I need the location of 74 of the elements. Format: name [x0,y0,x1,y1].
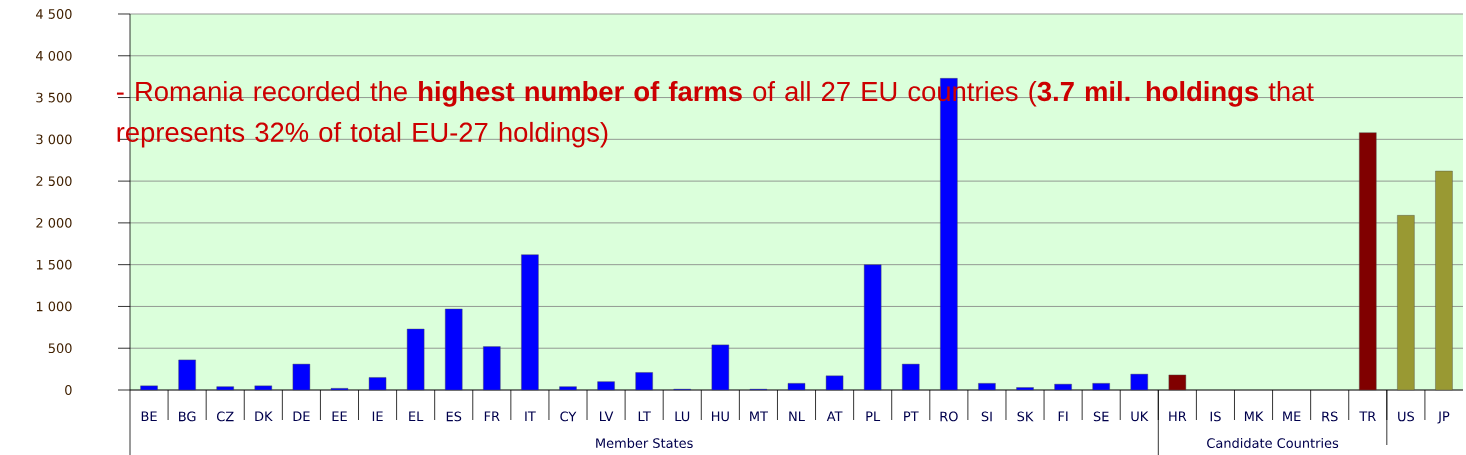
x-tick-label: LV [600,411,614,421]
bar [863,264,882,391]
x-tick-label: PL [866,411,881,421]
x-tick-label: DE [293,411,310,421]
y-tick-label: 0 [65,385,72,395]
y-tick-label: 3 500 [36,92,72,103]
x-tick-label: IE [372,411,383,421]
x-tick-label: EL [409,411,424,421]
x-tick-label: LT [638,411,651,421]
y-tick-label: 3 000 [36,134,72,145]
bar [1168,374,1187,391]
bar [445,308,463,391]
bar [406,328,425,391]
x-tick-label: SE [1093,411,1109,422]
bar [825,375,844,391]
x-tick-label: EE [332,411,347,421]
x-tick-label: FR [484,411,500,421]
x-tick-label: FI [1058,411,1068,421]
x-tick-label: IS [1210,411,1221,422]
x-tick-label: DK [255,411,273,421]
x-tick-label: MT [750,411,768,421]
bar [1016,387,1034,391]
x-tick-label: ME [1283,411,1301,421]
x-tick-label: NL [789,411,805,421]
bar [902,363,920,391]
bar [787,383,806,391]
bar [559,386,577,391]
x-tick-label: MK [1244,411,1264,421]
x-tick-label: RS [1322,411,1338,422]
x-tick-label: PT [904,411,919,421]
y-tick-label: 4 500 [36,9,72,19]
bar [1359,132,1377,391]
x-tick-label: CZ [216,411,234,422]
y-tick-label: 2 500 [36,176,72,187]
x-tick-label: IT [525,411,536,421]
bar [1130,373,1148,391]
x-tick-label: TR [1359,411,1376,421]
bar [1054,383,1072,391]
bar [483,346,501,391]
text: Member States [596,437,693,449]
x-tick-label: UK [1131,411,1149,422]
bar [1435,170,1453,391]
bar [140,385,158,391]
bar [597,381,615,391]
x-tick-label: ES [446,411,462,422]
bar [292,363,311,391]
x-tick-label: SK [1017,411,1034,422]
bar [178,359,196,391]
y-tick-label: 4 000 [36,50,72,61]
x-tick-label: AT [826,411,843,421]
x-tick-label: HU [711,411,729,422]
x-tick-label: US [1398,411,1414,422]
text: Candidate Countries [1207,437,1339,449]
x-tick-label: HR [1169,411,1187,421]
bar [1092,383,1110,391]
bar [635,372,653,391]
y-tick-label: 500 [48,343,72,354]
bar [521,254,539,391]
bar [216,386,234,391]
bar [254,385,272,391]
y-tick-label: 1 000 [36,301,72,312]
y-tick-label: 1 500 [36,259,72,270]
bar [1397,215,1415,391]
bar [711,344,730,391]
x-tick-label: LU [675,411,690,422]
x-tick-label: BG [179,411,196,422]
x-tick-label: SI [981,411,992,422]
x-tick-label: CY [560,411,577,422]
bar [368,377,387,391]
bar [978,383,996,391]
y-tick-label: 2 000 [36,217,72,228]
x-tick-label: BE [141,411,157,421]
x-tick-label: JP [1437,411,1450,424]
x-tick-label: RO [940,411,958,422]
